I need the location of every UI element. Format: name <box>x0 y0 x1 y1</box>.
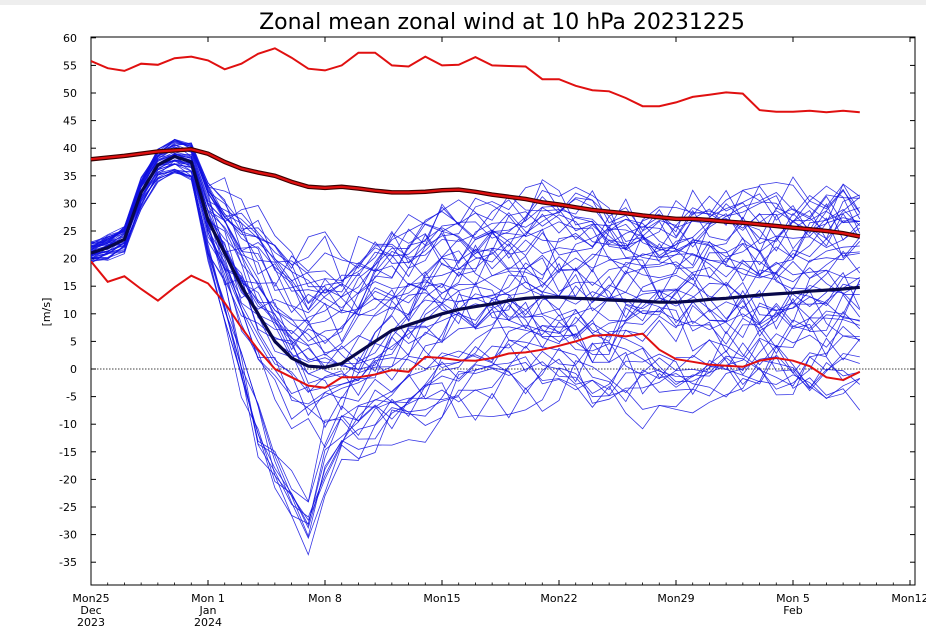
y-tick-label: -5 <box>66 391 77 404</box>
ensemble-member-line <box>91 171 860 503</box>
x-tick-label: 2023 <box>77 616 105 629</box>
y-tick-label: 20 <box>63 253 77 266</box>
ensemble-member-line <box>91 151 861 354</box>
ensemble-member-line <box>91 163 860 429</box>
x-tick-label: Mon29 <box>657 592 694 605</box>
ensemble-member-line <box>91 153 860 351</box>
y-tick-label: 30 <box>63 197 77 210</box>
y-tick-label: 5 <box>70 335 77 348</box>
x-tick-label: Mon22 <box>540 592 577 605</box>
y-tick-label: -30 <box>59 529 77 542</box>
ensemble-member-line <box>91 168 860 518</box>
ensemble-member-line <box>91 149 861 314</box>
y-tick-label: -35 <box>59 556 77 569</box>
ensemble-member-line <box>91 140 861 269</box>
y-tick-label: 40 <box>63 142 77 155</box>
y-tick-label: -10 <box>59 418 77 431</box>
x-tick-label: Mon 8 <box>308 592 342 605</box>
ensemble-member-line <box>91 168 861 538</box>
x-tick-label: Feb <box>783 604 802 617</box>
x-tick-label: Dec <box>80 604 101 617</box>
x-tick-label: 2024 <box>194 616 222 629</box>
ensemble-mean-line <box>91 154 860 369</box>
ensemble-member-line <box>91 152 861 356</box>
y-tick-label: -15 <box>59 446 77 459</box>
ensemble-member-line <box>91 159 861 392</box>
ensemble-member-line <box>91 169 860 521</box>
ensemble-member-line <box>91 144 861 294</box>
window-top-strip <box>0 0 926 5</box>
y-axis-label: [m/s] <box>40 298 53 327</box>
ensemble-member-line <box>91 154 860 367</box>
ensemble-member-line <box>91 142 861 288</box>
x-tick-label: Mon 5 <box>776 592 810 605</box>
y-tick-label: 0 <box>70 363 77 376</box>
y-tick-label: 55 <box>63 59 77 72</box>
ensemble-member-line <box>91 172 860 525</box>
chart-title: Zonal mean zonal wind at 10 hPa 20231225 <box>259 10 745 35</box>
climatology-min-line <box>91 260 861 389</box>
y-tick-label: 60 <box>63 32 77 45</box>
x-tick-label: Mon25 <box>72 592 109 605</box>
x-tick-label: Mon12 <box>891 592 926 605</box>
x-tick-label: Mon15 <box>423 592 460 605</box>
x-tick-label: Jan <box>199 604 217 617</box>
climatology-mean-line <box>91 148 861 238</box>
ensemble-member-line <box>91 138 860 314</box>
ensemble-member-line <box>91 159 860 423</box>
y-tick-label: 15 <box>63 280 77 293</box>
y-tick-label: 10 <box>63 308 77 321</box>
ensemble-member-line <box>91 159 860 384</box>
climatology-max-line <box>91 47 860 114</box>
ensemble-member-line <box>91 141 860 282</box>
y-tick-label: 25 <box>63 225 77 238</box>
x-tick-label: Mon 1 <box>191 592 225 605</box>
ensemble-member-line <box>91 143 860 342</box>
ensemble-member-line <box>91 171 861 503</box>
y-tick-label: 45 <box>63 115 77 128</box>
y-tick-label: -20 <box>59 473 77 486</box>
ensemble-member-line <box>91 163 861 420</box>
y-tick-label: -25 <box>59 501 77 514</box>
y-tick-label: 35 <box>63 170 77 183</box>
y-tick-label: 50 <box>63 87 77 100</box>
